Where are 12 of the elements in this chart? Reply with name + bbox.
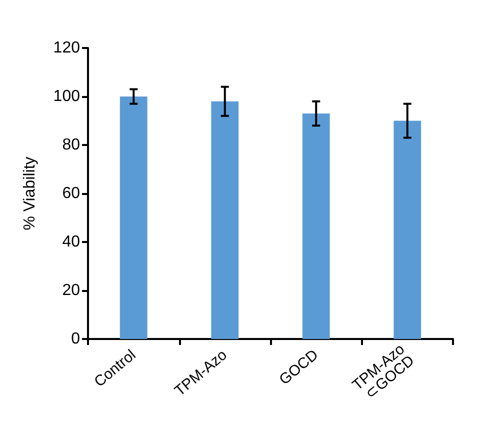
y-tick-label: 0 [71, 330, 80, 348]
y-tick-label: 100 [53, 88, 80, 105]
y-tick-label: 40 [62, 234, 80, 250]
bar [120, 96, 148, 339]
y-axis-title: % Viability [22, 156, 38, 230]
bar [302, 113, 330, 339]
y-tick-label: 120 [53, 40, 80, 56]
bar [394, 120, 422, 339]
y-tick-label: 60 [62, 185, 80, 202]
y-tick-label: 80 [62, 136, 80, 154]
bar [211, 101, 239, 339]
y-tick-label: 20 [62, 282, 80, 299]
